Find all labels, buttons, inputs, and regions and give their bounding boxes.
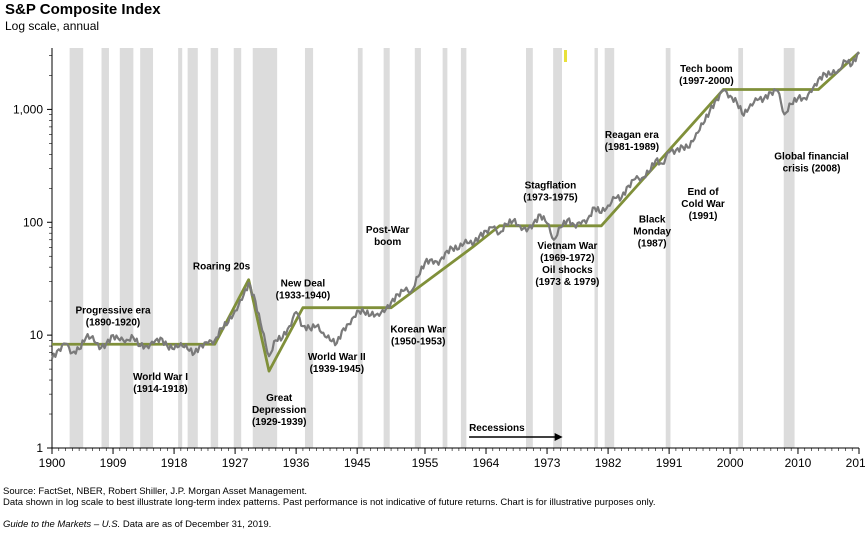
annotation-label: Tech boom (1997-2000) bbox=[679, 64, 733, 87]
chart-subtitle: Log scale, annual bbox=[5, 19, 100, 33]
annotation-label: End of Cold War (1991) bbox=[681, 187, 725, 222]
recession-band bbox=[69, 48, 84, 448]
recession-band bbox=[304, 48, 314, 448]
trend-line-group bbox=[52, 51, 860, 373]
x-tick-label: 1991 bbox=[656, 456, 683, 470]
x-tick-label: 1909 bbox=[100, 456, 127, 470]
highlight-marker bbox=[564, 50, 568, 62]
annotation-label: Korean War (1950-1953) bbox=[390, 325, 446, 348]
index-line-group bbox=[50, 51, 860, 359]
x-tick-label: 2019 bbox=[846, 456, 865, 470]
annotation-label: Black Monday (1987) bbox=[633, 214, 671, 249]
annotations: Progressive era (1890-1920) World War I (19… bbox=[76, 64, 849, 428]
x-tick-label: 1927 bbox=[222, 456, 249, 470]
recession-band bbox=[604, 48, 615, 448]
recession-band bbox=[252, 48, 278, 448]
x-tick-label: 1955 bbox=[412, 456, 439, 470]
recession-band bbox=[526, 48, 533, 448]
x-tick-label: 1964 bbox=[473, 456, 500, 470]
chart-title: S&P Composite Index bbox=[5, 1, 161, 18]
annotation-label: World War I (1914-1918) bbox=[133, 372, 188, 395]
x-tick-label: 1982 bbox=[595, 456, 622, 470]
recession-band bbox=[738, 48, 744, 448]
recession-band bbox=[119, 48, 134, 448]
recessions-legend: Recessions bbox=[469, 423, 563, 441]
recession-band bbox=[357, 48, 363, 448]
recessions-label: Recessions bbox=[469, 423, 525, 434]
footer-disclaimer: Data shown in log scale to best illustra… bbox=[3, 497, 656, 508]
y-tick-label: 100 bbox=[23, 215, 43, 229]
recessions-arrow-head bbox=[554, 433, 563, 441]
annotation-label: Great Depression (1929-1939) bbox=[252, 393, 306, 428]
x-tick-label: 1945 bbox=[344, 456, 371, 470]
recession-band bbox=[178, 48, 183, 448]
x-tick-label: 2010 bbox=[785, 456, 812, 470]
x-tick-label: 1900 bbox=[39, 456, 66, 470]
annotation-label: Stagflation (1973-1975) bbox=[523, 180, 577, 203]
sp-composite-chart: 1 10 100 1,000 1900 1909 1918 1927 1936 1945 1955 1… bbox=[13, 48, 865, 470]
annotation-label: Vietnam War (1969-1972) Oil shocks (1973 & … bbox=[535, 241, 599, 288]
recession-band bbox=[233, 48, 242, 448]
recession-band bbox=[210, 48, 219, 448]
footer-guide-title: Guide to the Markets – U.S. bbox=[3, 519, 121, 530]
footer-date: Guide to the Markets – U.S. Data are as … bbox=[3, 520, 723, 530]
recession-band bbox=[101, 48, 109, 448]
recession-band bbox=[442, 48, 448, 448]
annotation-label: New Deal (1933-1940) bbox=[276, 278, 330, 301]
x-tick-label: 1973 bbox=[534, 456, 561, 470]
x-tick-label: 2000 bbox=[717, 456, 744, 470]
y-tick-label: 1,000 bbox=[13, 102, 43, 116]
annotation-label: World War II (1939-1945) bbox=[308, 352, 366, 375]
footer-source: Source: FactSet, NBER, Robert Shiller, J… bbox=[3, 486, 307, 497]
annotation-label: Global financial crisis (2008) bbox=[774, 151, 849, 174]
x-tick-label: 1936 bbox=[283, 456, 310, 470]
annotation-label: Progressive era (1890-1920) bbox=[76, 306, 151, 329]
x-tick-label: 1918 bbox=[161, 456, 188, 470]
recession-band bbox=[414, 48, 421, 448]
recession-bands bbox=[69, 48, 795, 448]
recession-band bbox=[553, 48, 562, 448]
y-tick-label: 10 bbox=[30, 328, 44, 342]
axes: 1 10 100 1,000 1900 1909 1918 1927 1936 1945 1955 1… bbox=[13, 48, 865, 470]
recession-band bbox=[665, 48, 671, 448]
recession-band bbox=[594, 48, 598, 448]
recession-band bbox=[187, 48, 198, 448]
recession-band bbox=[460, 48, 467, 448]
index-line bbox=[50, 51, 860, 359]
recession-band bbox=[383, 48, 390, 448]
annotation-label: Reagan era (1981-1989) bbox=[605, 130, 660, 153]
annotation-label: Post-War boom bbox=[366, 225, 410, 248]
brand-logo bbox=[740, 525, 800, 533]
y-tick-label: 1 bbox=[36, 441, 43, 455]
trend-line bbox=[52, 51, 860, 373]
footer-date-text: Data are as of December 31, 2019. bbox=[120, 519, 272, 530]
annotation-label: Roaring 20s bbox=[193, 262, 251, 273]
recession-band bbox=[783, 48, 795, 448]
